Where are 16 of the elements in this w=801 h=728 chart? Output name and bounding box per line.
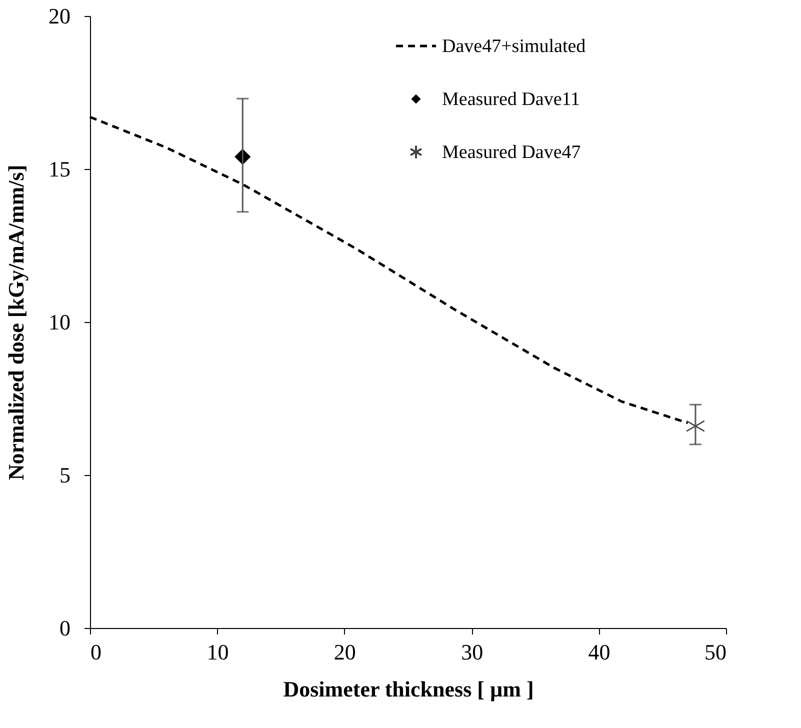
x-tick-label: 30 xyxy=(461,640,484,664)
y-tick-label: 5 xyxy=(60,462,70,488)
legend-label: Dave47+simulated xyxy=(442,36,586,57)
x-tick-label: 0 xyxy=(90,640,102,664)
legend-label: Measured Dave11 xyxy=(442,89,580,110)
y-tick-label: 20 xyxy=(48,4,70,28)
y-tick-label: 10 xyxy=(48,310,70,334)
y-axis-title: Normalized dose [kGy/mA/mm/s] xyxy=(4,164,28,480)
x-axis-title: Dosimeter thickness [ µm ] xyxy=(283,676,534,702)
x-tick-label: 40 xyxy=(588,640,610,664)
x-tick-label: 50 xyxy=(704,640,726,664)
y-tick-label: 0 xyxy=(60,616,70,640)
legend-label: Measured Dave47 xyxy=(442,142,581,163)
x-tick-label: 20 xyxy=(334,640,356,664)
y-tick-label: 15 xyxy=(48,156,70,182)
x-tick-label: 10 xyxy=(206,640,229,664)
